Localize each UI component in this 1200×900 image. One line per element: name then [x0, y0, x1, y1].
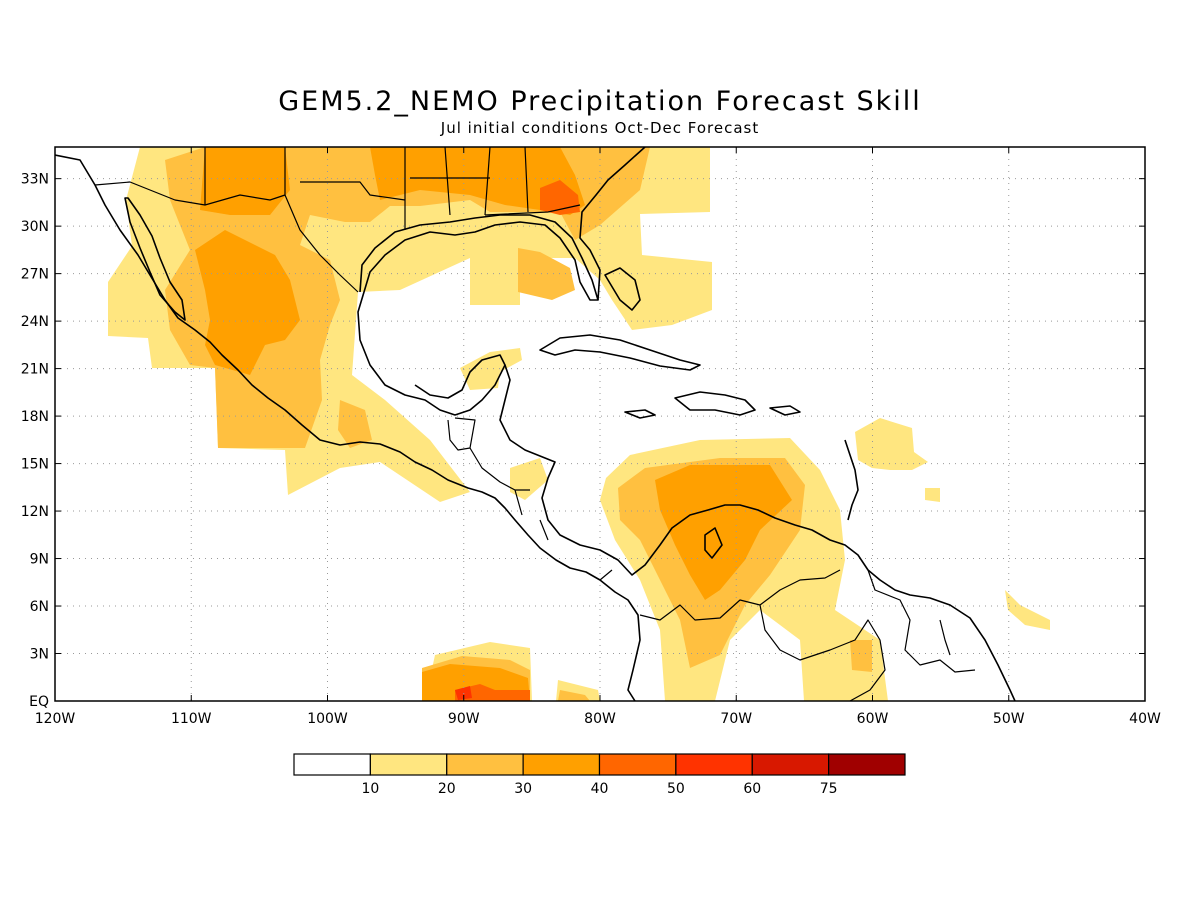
legend-box — [522, 753, 601, 776]
legend-label: 20 — [438, 781, 456, 797]
lon-tick-label: 50W — [993, 711, 1025, 727]
lat-tick-label: 12N — [21, 504, 49, 520]
lat-tick-label: 27N — [21, 267, 49, 283]
skill-area-20-colombia — [558, 690, 590, 701]
map-subtitle: Jul initial conditions Oct-Dec Forecast — [440, 119, 760, 137]
coastline-us-atlantic — [579, 147, 646, 301]
legend-box — [828, 753, 906, 776]
skill-area-20-north — [165, 147, 650, 448]
legend-colorbar: 10 20 30 40 50 60 75 — [293, 753, 906, 797]
lat-tick-label: EQ — [29, 694, 49, 710]
lon-axis: 120W 110W 100W 90W 80W 70W 60W 50W 40W — [35, 147, 1161, 727]
legend-box — [446, 753, 524, 776]
legend-label: 30 — [514, 781, 532, 797]
legend-label: 10 — [361, 781, 379, 797]
legend-box — [293, 753, 371, 776]
coastline-jamaica — [624, 409, 656, 419]
lat-tick-label: 15N — [21, 457, 49, 473]
coastline-maracaibo — [704, 527, 723, 559]
border-south-america — [639, 569, 976, 701]
skill-area-40-east-pacific — [455, 684, 530, 701]
skill-area-30-mexico — [195, 230, 300, 375]
map-title: GEM5.2_NEMO Precipitation Forecast Skill — [278, 86, 922, 117]
coastline-gulf — [357, 214, 599, 416]
skill-area-30-south-america — [655, 465, 792, 600]
lat-axis: 33N 30N 27N 24N 21N 18N 15N 12N 9N 6N 3N EQ — [21, 172, 1145, 710]
coastline-cuba — [539, 334, 701, 371]
lon-tick-label: 120W — [35, 711, 76, 727]
legend-box — [751, 753, 830, 776]
legend-box — [598, 753, 677, 776]
skill-shading — [108, 147, 1050, 701]
lon-tick-label: 60W — [857, 711, 889, 727]
coastline-baja — [124, 197, 186, 321]
border-central-america — [447, 417, 613, 581]
legend-label: 40 — [591, 781, 609, 797]
skill-area-20-mexico-south — [338, 400, 372, 448]
grid-lines — [55, 147, 1145, 701]
border-us-states — [204, 147, 581, 230]
lat-tick-label: 21N — [21, 362, 49, 378]
lon-tick-label: 110W — [171, 711, 212, 727]
skill-area-20-gulf — [518, 248, 575, 300]
border-us-mexico — [94, 181, 359, 293]
skill-area-20-guyana — [850, 640, 872, 672]
legend-label: 60 — [743, 781, 761, 797]
lat-tick-label: 6N — [30, 599, 49, 615]
skill-area-10-amazon — [1005, 590, 1050, 630]
skill-area-10-yucatan — [460, 348, 522, 390]
legend-box — [369, 753, 448, 776]
lon-tick-label: 80W — [584, 711, 616, 727]
skill-area-30-northwest — [200, 147, 290, 215]
lon-tick-label: 70W — [720, 711, 752, 727]
legend-label: 75 — [820, 781, 838, 797]
lat-tick-label: 24N — [21, 314, 49, 330]
skill-area-40-georgia — [540, 180, 580, 215]
lat-tick-label: 3N — [30, 647, 49, 663]
skill-area-10-atlantic-small — [925, 488, 940, 502]
lat-tick-label: 9N — [30, 552, 49, 568]
lon-tick-label: 100W — [307, 711, 348, 727]
skill-area-30-north — [370, 147, 585, 215]
coastlines — [55, 147, 1016, 701]
coastline-lesser-antilles — [844, 439, 859, 521]
lat-tick-label: 33N — [21, 172, 49, 188]
skill-area-10-atlantic — [855, 418, 928, 470]
coastline-bahamas — [604, 267, 641, 311]
coastline-hispaniola — [674, 391, 756, 416]
coastline-central-america-caribbean — [499, 364, 1016, 701]
legend-box — [675, 753, 753, 776]
lat-tick-label: 18N — [21, 409, 49, 425]
coastline-puerto-rico — [769, 405, 801, 416]
lat-tick-label: 30N — [21, 219, 49, 235]
lon-tick-label: 40W — [1129, 711, 1161, 727]
lon-tick-label: 90W — [448, 711, 480, 727]
legend-label: 50 — [667, 781, 685, 797]
